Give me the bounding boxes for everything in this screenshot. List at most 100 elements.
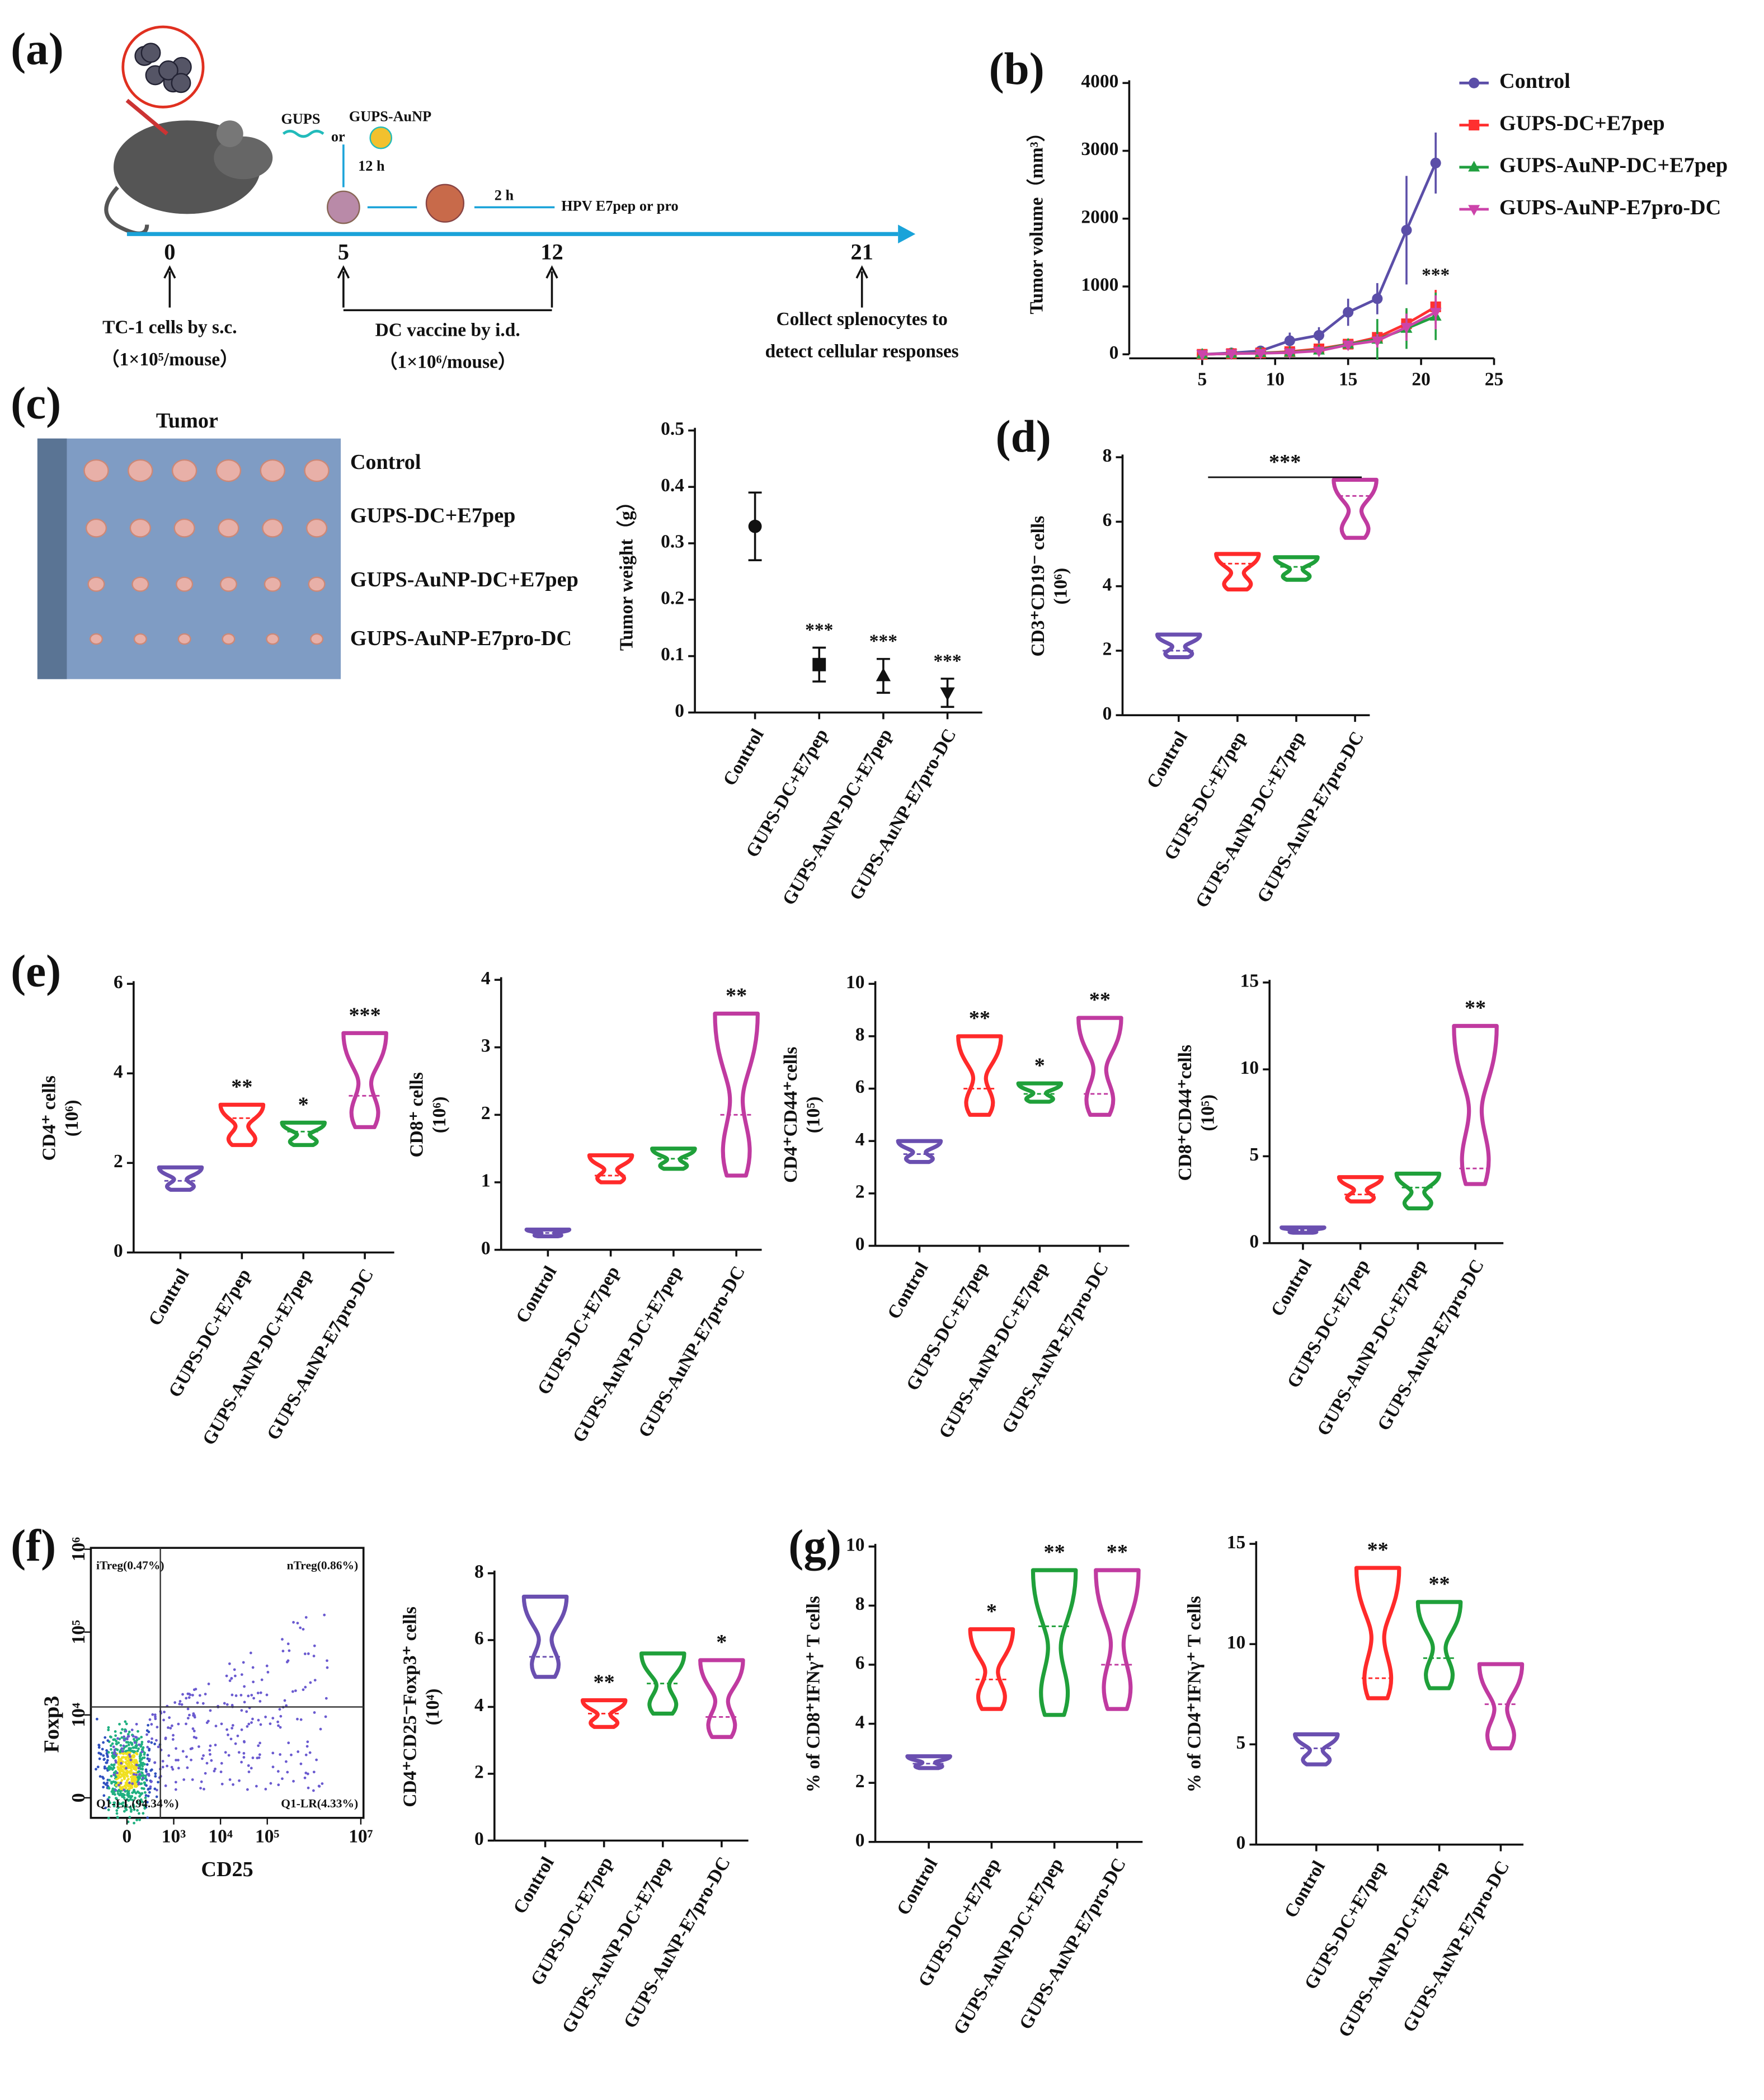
- event-dot: [139, 1744, 143, 1747]
- event-dot: [126, 1794, 130, 1797]
- event-dot: [113, 1749, 116, 1751]
- label: Control: [350, 450, 421, 474]
- event-dot: [271, 1765, 275, 1769]
- event-dot: [132, 1773, 135, 1776]
- x-tick-label: GUPS-AuNP-E7pro-DC: [998, 1258, 1113, 1437]
- event-dot: [326, 1666, 329, 1669]
- event-dot: [296, 1717, 299, 1721]
- event-dot: [193, 1716, 196, 1719]
- event-dot: [140, 1736, 143, 1739]
- event-dot: [182, 1778, 186, 1781]
- y-tick-label: 0: [675, 701, 684, 721]
- tumor: [128, 459, 153, 482]
- event-dot: [108, 1779, 111, 1782]
- event-dot: [264, 1716, 267, 1718]
- event-dot: [131, 1803, 135, 1807]
- event-dot: [153, 1787, 157, 1791]
- event-dot: [178, 1700, 182, 1703]
- event-dot: [124, 1750, 128, 1753]
- violin: [1477, 1662, 1525, 1751]
- y-tick-label: 10: [846, 972, 864, 993]
- event-dot: [171, 1738, 175, 1741]
- event-dot: [264, 1788, 267, 1791]
- event-dot: [117, 1761, 120, 1765]
- event-dot: [319, 1727, 322, 1731]
- violin: [157, 1165, 204, 1192]
- event-dot: [242, 1752, 246, 1755]
- y-axis-label: (10⁴): [422, 1689, 443, 1726]
- event-dot: [143, 1781, 146, 1784]
- event-dot: [186, 1717, 190, 1720]
- event-dot: [294, 1689, 297, 1693]
- y-tick-label: 4: [855, 1712, 865, 1732]
- event-dot: [126, 1772, 129, 1775]
- event-dot: [116, 1806, 120, 1810]
- event-dot: [187, 1692, 191, 1695]
- event-dot: [252, 1680, 255, 1684]
- event-dot: [277, 1783, 280, 1787]
- event-dot: [128, 1763, 131, 1767]
- event-dot: [141, 1764, 144, 1768]
- violin: [650, 1147, 697, 1171]
- gups-strand: [282, 129, 324, 138]
- tumor: [305, 518, 328, 538]
- event-dot: [119, 1766, 123, 1769]
- point: [1196, 350, 1208, 361]
- event-dot: [312, 1770, 316, 1774]
- x-tick-label: 0: [123, 1826, 132, 1847]
- panel-label: (c): [11, 378, 61, 428]
- y-tick-label: 2: [114, 1151, 123, 1172]
- event-dot: [203, 1788, 205, 1791]
- tumor: [177, 633, 191, 645]
- event-dot: [271, 1717, 275, 1720]
- violin: [1293, 1732, 1340, 1767]
- annotation: **: [1428, 1572, 1450, 1596]
- y-tick-label: 5: [1249, 1144, 1259, 1165]
- event-dot: [250, 1694, 253, 1697]
- event-dot: [145, 1784, 148, 1787]
- event-dot: [140, 1750, 144, 1754]
- plot-frame: [90, 1547, 365, 1819]
- event-dot: [104, 1806, 107, 1810]
- event-dot: [129, 1747, 132, 1750]
- event-dot: [106, 1759, 109, 1762]
- event-dot: [137, 1778, 140, 1782]
- event-dot: [97, 1746, 101, 1749]
- event-dot: [117, 1767, 120, 1770]
- event-dot: [105, 1761, 109, 1764]
- event-dot: [148, 1791, 151, 1794]
- event-dot: [114, 1797, 117, 1800]
- event-dot: [110, 1763, 113, 1767]
- event-dot: [188, 1713, 191, 1717]
- event-dot: [299, 1762, 303, 1765]
- event-dot: [112, 1745, 115, 1749]
- event-dot: [153, 1742, 156, 1746]
- tumor: [90, 633, 103, 645]
- event-dot: [307, 1652, 310, 1655]
- event-dot: [117, 1755, 120, 1759]
- event-dot: [97, 1744, 101, 1747]
- violin: [1076, 1016, 1123, 1117]
- label: GUPS-AuNP: [349, 108, 431, 124]
- y-tick-label: 2: [481, 1103, 491, 1124]
- violin: [1415, 1600, 1463, 1690]
- event-dot: [194, 1688, 197, 1691]
- event-dot: [141, 1777, 144, 1779]
- event-dot: [257, 1756, 261, 1759]
- event-dot: [120, 1779, 124, 1782]
- event-dot: [269, 1722, 272, 1726]
- point: [876, 668, 891, 682]
- event-dot: [209, 1753, 211, 1756]
- event-dot: [127, 1735, 130, 1738]
- legend-marker: [1468, 161, 1480, 172]
- y-tick-label: 6: [114, 972, 123, 993]
- annotation: ***: [805, 619, 833, 640]
- event-dot: [140, 1792, 144, 1795]
- tumor: [264, 576, 281, 592]
- event-dot: [299, 1626, 302, 1629]
- annotation: ***: [1269, 450, 1301, 474]
- label: detect cellular responses: [765, 341, 959, 361]
- arrow-head: [337, 265, 350, 279]
- event-dot: [265, 1664, 269, 1667]
- event-dot: [214, 1767, 217, 1770]
